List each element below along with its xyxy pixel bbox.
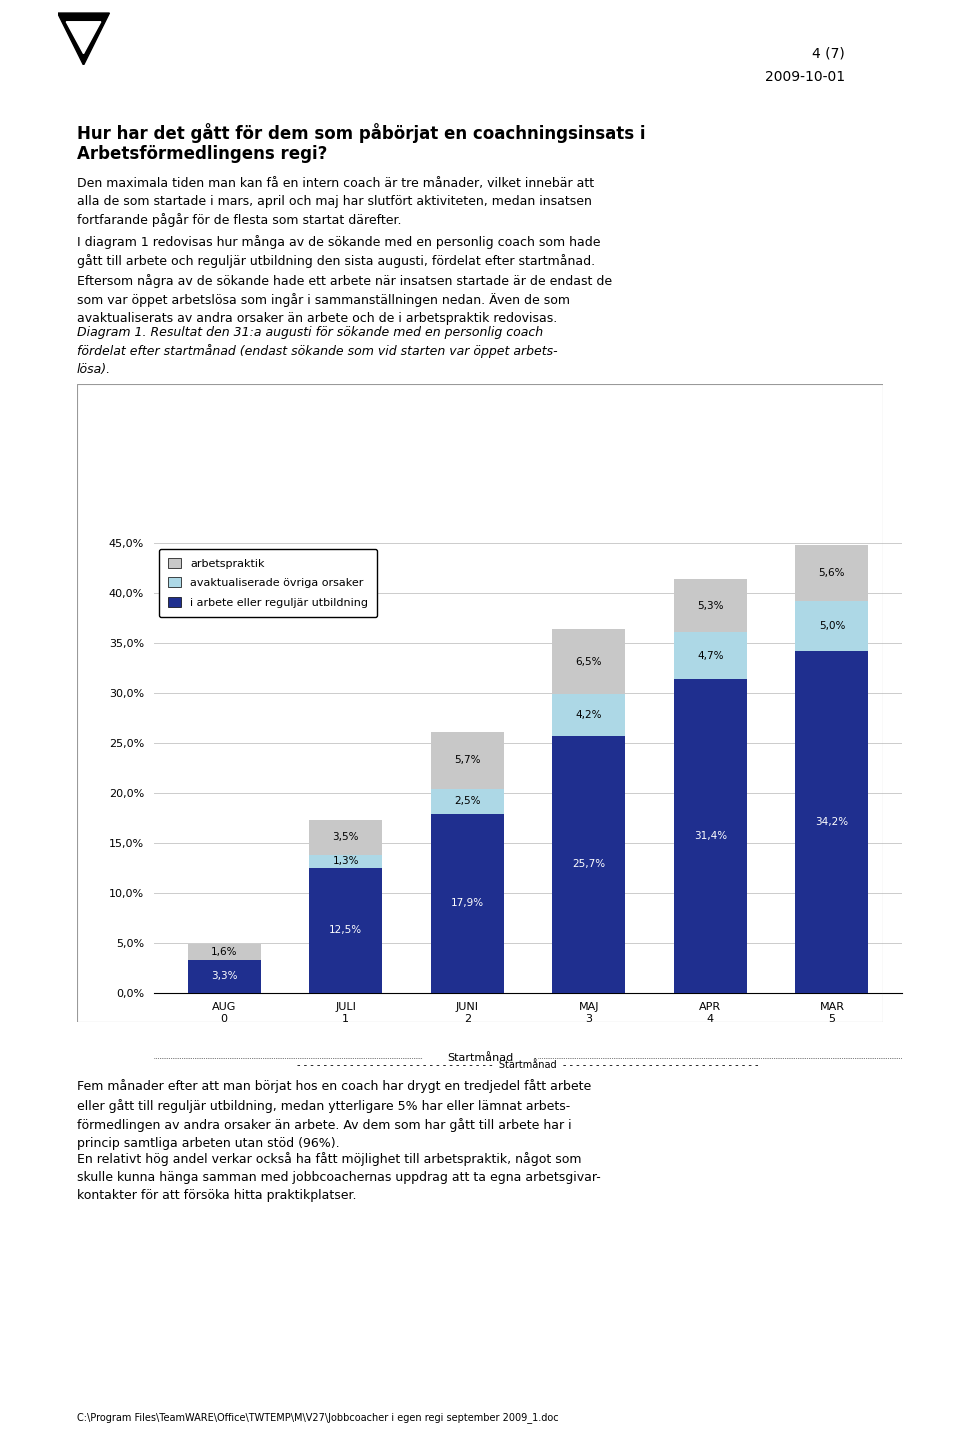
Text: 34,2%: 34,2% xyxy=(815,817,849,827)
Text: 1,6%: 1,6% xyxy=(211,946,237,956)
Bar xyxy=(309,820,382,855)
Text: Den maximala tiden man kan få en intern coach är tre månader, vilket innebär att: Den maximala tiden man kan få en intern … xyxy=(77,177,594,227)
Bar xyxy=(309,868,382,993)
Bar xyxy=(796,651,869,993)
Text: 1,3%: 1,3% xyxy=(332,856,359,867)
Text: C:\Program Files\TeamWARE\Office\TWTEMP\M\V27\Jobbcoacher i egen regi september : C:\Program Files\TeamWARE\Office\TWTEMP\… xyxy=(77,1411,559,1423)
Bar xyxy=(309,855,382,868)
Text: 4,2%: 4,2% xyxy=(576,710,602,720)
Legend: arbetspraktik, avaktualiserade övriga orsaker, i arbete eller reguljär utbildnin: arbetspraktik, avaktualiserade övriga or… xyxy=(159,549,377,617)
Text: I diagram 1 redovisas hur många av de sökande med en personlig coach som hade
gå: I diagram 1 redovisas hur många av de sö… xyxy=(77,235,612,325)
Text: Hur har det gått för dem som påbörjat en coachningsinsats i: Hur har det gått för dem som påbörjat en… xyxy=(77,123,645,143)
Bar xyxy=(187,959,260,993)
Text: 3,5%: 3,5% xyxy=(332,832,359,842)
Bar xyxy=(431,732,504,788)
Text: Arbetsförmedlingens regi?: Arbetsförmedlingens regi? xyxy=(77,145,327,162)
Bar xyxy=(674,680,747,993)
Bar xyxy=(796,601,869,651)
Bar xyxy=(187,943,260,959)
Text: 5,3%: 5,3% xyxy=(697,601,724,611)
Text: 2009-10-01: 2009-10-01 xyxy=(765,70,845,84)
Bar xyxy=(552,736,625,993)
Polygon shape xyxy=(66,22,101,54)
Text: Diagram 1. Resultat den 31:a augusti för sökande med en personlig coach
fördelat: Diagram 1. Resultat den 31:a augusti för… xyxy=(77,326,558,377)
Text: 25,7%: 25,7% xyxy=(572,859,606,869)
Text: 5,6%: 5,6% xyxy=(819,568,845,578)
Text: 5,7%: 5,7% xyxy=(454,755,480,765)
Text: Fem månader efter att man börjat hos en coach har drygt en tredjedel fått arbete: Fem månader efter att man börjat hos en … xyxy=(77,1080,591,1151)
Text: 17,9%: 17,9% xyxy=(450,898,484,909)
Text: - - - - - - - - - - - - - - - - - - - - - - - - - - - - - -  Startmånad  - - - -: - - - - - - - - - - - - - - - - - - - - … xyxy=(298,1061,758,1069)
Text: 5,0%: 5,0% xyxy=(819,622,845,632)
Text: 12,5%: 12,5% xyxy=(329,924,362,935)
Bar xyxy=(552,629,625,694)
Text: 6,5%: 6,5% xyxy=(576,656,602,667)
Text: Startmånad: Startmånad xyxy=(446,1053,514,1062)
Bar xyxy=(796,545,869,601)
Bar xyxy=(674,632,747,680)
Text: 4 (7): 4 (7) xyxy=(812,46,845,61)
Bar xyxy=(552,694,625,736)
Text: 4,7%: 4,7% xyxy=(697,651,724,661)
Text: 2,5%: 2,5% xyxy=(454,797,480,807)
Text: En relativt hög andel verkar också ha fått möjlighet till arbetspraktik, något s: En relativt hög andel verkar också ha få… xyxy=(77,1152,601,1201)
Bar xyxy=(674,580,747,632)
Text: 3,3%: 3,3% xyxy=(211,971,237,981)
Text: 31,4%: 31,4% xyxy=(694,830,727,840)
Polygon shape xyxy=(58,13,109,65)
Bar xyxy=(431,788,504,814)
Bar xyxy=(431,814,504,993)
